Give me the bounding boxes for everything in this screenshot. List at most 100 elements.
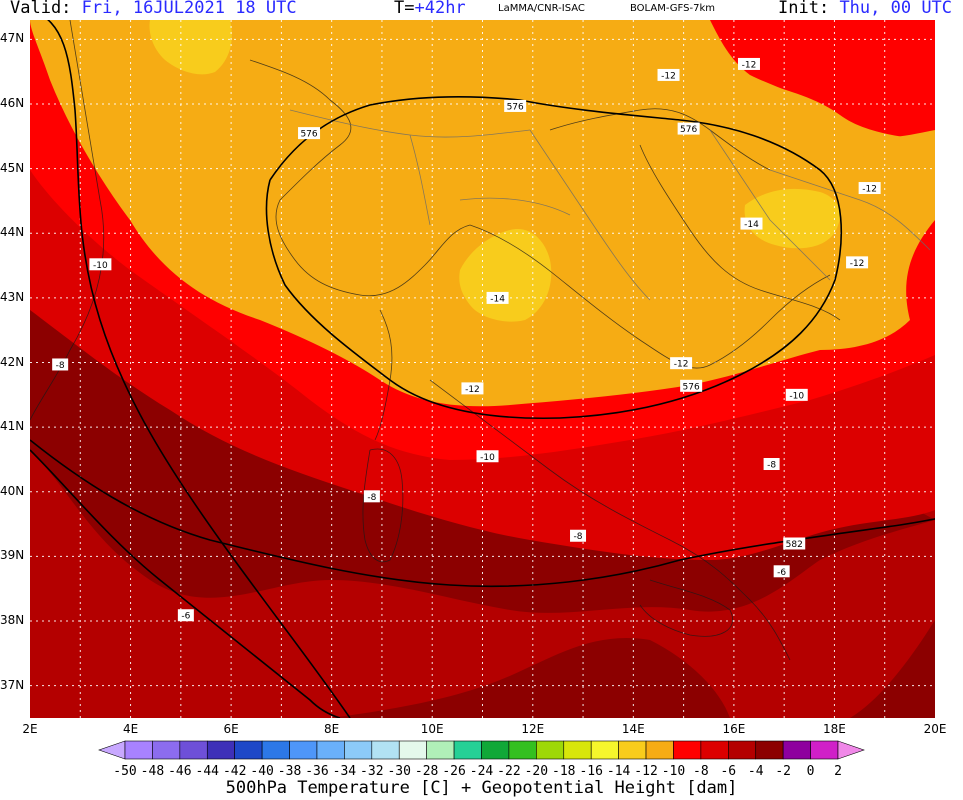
temperature-contour-label: -14 bbox=[490, 294, 505, 304]
longitude-label: 2E bbox=[22, 722, 38, 736]
band-minus14-nw bbox=[149, 20, 232, 75]
longitude-label: 4E bbox=[122, 722, 139, 736]
height-contour-label-box bbox=[298, 127, 321, 140]
colorbar-swatch bbox=[124, 740, 153, 760]
colorbar-swatch bbox=[206, 740, 235, 760]
height-contour-label-box bbox=[783, 537, 806, 550]
colorbar-swatch bbox=[728, 740, 757, 760]
temperature-contour-label: -12 bbox=[850, 259, 865, 269]
latitude-label: 41N bbox=[0, 419, 25, 434]
borders bbox=[289, 109, 931, 301]
valid-label: Valid: Fri, 16JUL2021 18 UTC bbox=[10, 0, 297, 18]
temperature-field bbox=[30, 20, 935, 718]
contour-576-loop bbox=[265, 95, 843, 420]
temperature-contour-label-box bbox=[773, 565, 790, 578]
temperature-contour-label-box bbox=[785, 388, 808, 401]
band-minus12-ne bbox=[750, 80, 910, 170]
temperature-contour-label: -6 bbox=[181, 612, 190, 622]
temperature-labels: -10 -8 -14 -12 -10 -8 -8 -6 -12 -10 -8 -6 -14 -12 -12 -… bbox=[52, 57, 881, 622]
init-label: Init: Thu, 00 UTC bbox=[778, 0, 952, 18]
temperature-contour-label-box bbox=[846, 256, 869, 269]
latitude-label: 39N bbox=[0, 548, 25, 563]
height-contour-label: 576 bbox=[507, 102, 524, 112]
height-contour-label-box bbox=[680, 379, 703, 392]
longitude-label: 8E bbox=[324, 722, 340, 736]
colorbar-tick-label: -46 bbox=[168, 764, 192, 779]
coastlines bbox=[30, 20, 841, 661]
model-label: BOLAM-GFS-7km bbox=[630, 3, 715, 14]
colorbar-tick-label: -20 bbox=[524, 764, 549, 779]
temperature-contour-label-box bbox=[670, 357, 693, 370]
colorbar-swatch bbox=[755, 740, 784, 760]
init-value: Thu, 00 UTC bbox=[839, 0, 953, 18]
temperature-contour-label-box bbox=[737, 57, 760, 70]
colorbar-swatch bbox=[563, 740, 592, 760]
temperature-contour-label-box bbox=[763, 458, 780, 471]
latitude-label: 47N bbox=[0, 31, 25, 46]
colorbar-swatch bbox=[453, 740, 482, 760]
colorbar-swatch bbox=[782, 740, 811, 760]
colorbar-tick-label: -18 bbox=[552, 764, 576, 779]
latitude-label: 46N bbox=[0, 96, 25, 111]
contour-576-west bbox=[46, 20, 351, 718]
temperature-contour-label: -12 bbox=[465, 385, 480, 395]
colorbar-swatch bbox=[261, 740, 290, 760]
colorbar-swatch bbox=[508, 740, 537, 760]
contour-582 bbox=[30, 439, 935, 588]
map-canvas: -10 -8 -14 -12 -10 -8 -8 -6 -12 -10 -8 -6 -14 -12 -12 -… bbox=[30, 20, 935, 718]
colorbar-tick-label: -24 bbox=[469, 764, 494, 779]
temperature-contour-label: -12 bbox=[661, 71, 676, 81]
colorbar-tick-label: -6 bbox=[720, 764, 737, 779]
temperature-contour-label-box bbox=[858, 182, 881, 195]
colorbar-swatch bbox=[673, 740, 702, 760]
temperature-contour-label: -12 bbox=[862, 185, 877, 195]
colorbar-swatch bbox=[645, 740, 674, 760]
colorbar-swatch bbox=[810, 740, 839, 760]
colorbar-tick-label: -44 bbox=[195, 764, 220, 779]
valid-key: Valid: bbox=[10, 0, 72, 18]
colorbar bbox=[98, 740, 865, 760]
latitude-label: 38N bbox=[0, 613, 25, 628]
colorbar-swatch bbox=[316, 740, 345, 760]
colorbar-tick-label: -28 bbox=[414, 764, 439, 779]
map-caption: 500hPa Temperature [C] + Geopotential He… bbox=[225, 778, 738, 798]
band-minus12-patch bbox=[619, 31, 661, 57]
height-contour-label-box bbox=[504, 99, 527, 112]
band-minus14-center bbox=[459, 229, 552, 322]
temperature-contour-label: -8 bbox=[767, 461, 776, 471]
colorbar-tick-label: -34 bbox=[332, 764, 357, 779]
step-key: T= bbox=[394, 0, 415, 18]
colorbar-swatch bbox=[590, 740, 619, 760]
longitude-label: 20E bbox=[923, 722, 947, 736]
colorbar-tick-label: -26 bbox=[442, 764, 466, 779]
longitude-label: 6E bbox=[223, 722, 239, 736]
colorbar-tick-label: -22 bbox=[497, 764, 521, 779]
colorbar-tick-label: -12 bbox=[634, 764, 658, 779]
height-contour-label-box bbox=[677, 122, 700, 135]
colorbar-swatch bbox=[536, 740, 565, 760]
colorbar-tick-label: -16 bbox=[579, 764, 603, 779]
colorbar-tick-label: -36 bbox=[305, 764, 329, 779]
longitude-label: 18E bbox=[823, 722, 846, 736]
graticule bbox=[30, 20, 935, 718]
step-value: +42hr bbox=[414, 0, 466, 18]
colorbar-tick-label: -8 bbox=[693, 764, 709, 779]
longitude-label: 12E bbox=[521, 722, 545, 736]
temperature-contour-label: -10 bbox=[480, 453, 495, 463]
colorbar-tick-label: 0 bbox=[806, 764, 815, 779]
temperature-contour-label-box bbox=[657, 68, 680, 81]
colorbar-swatch bbox=[152, 740, 181, 760]
colorbar-tick-label: -10 bbox=[661, 764, 686, 779]
colorbar-swatch bbox=[398, 740, 427, 760]
height-contour-label: 576 bbox=[300, 130, 317, 140]
contour-582-sw bbox=[30, 449, 341, 718]
colorbar-swatch bbox=[371, 740, 400, 760]
colorbar-swatch bbox=[234, 740, 263, 760]
weather-map: -10 -8 -14 -12 -10 -8 -8 -6 -12 -10 -8 -6 -14 -12 -12 -… bbox=[30, 20, 935, 718]
colorbar-tick-label: -42 bbox=[222, 764, 247, 779]
colorbar-tick-label: -50 bbox=[113, 764, 137, 779]
colorbar-swatch bbox=[426, 740, 455, 760]
temperature-contour-label: -6 bbox=[777, 568, 786, 578]
temperature-contour-label-box bbox=[486, 291, 509, 304]
longitude-label: 14E bbox=[621, 722, 645, 736]
